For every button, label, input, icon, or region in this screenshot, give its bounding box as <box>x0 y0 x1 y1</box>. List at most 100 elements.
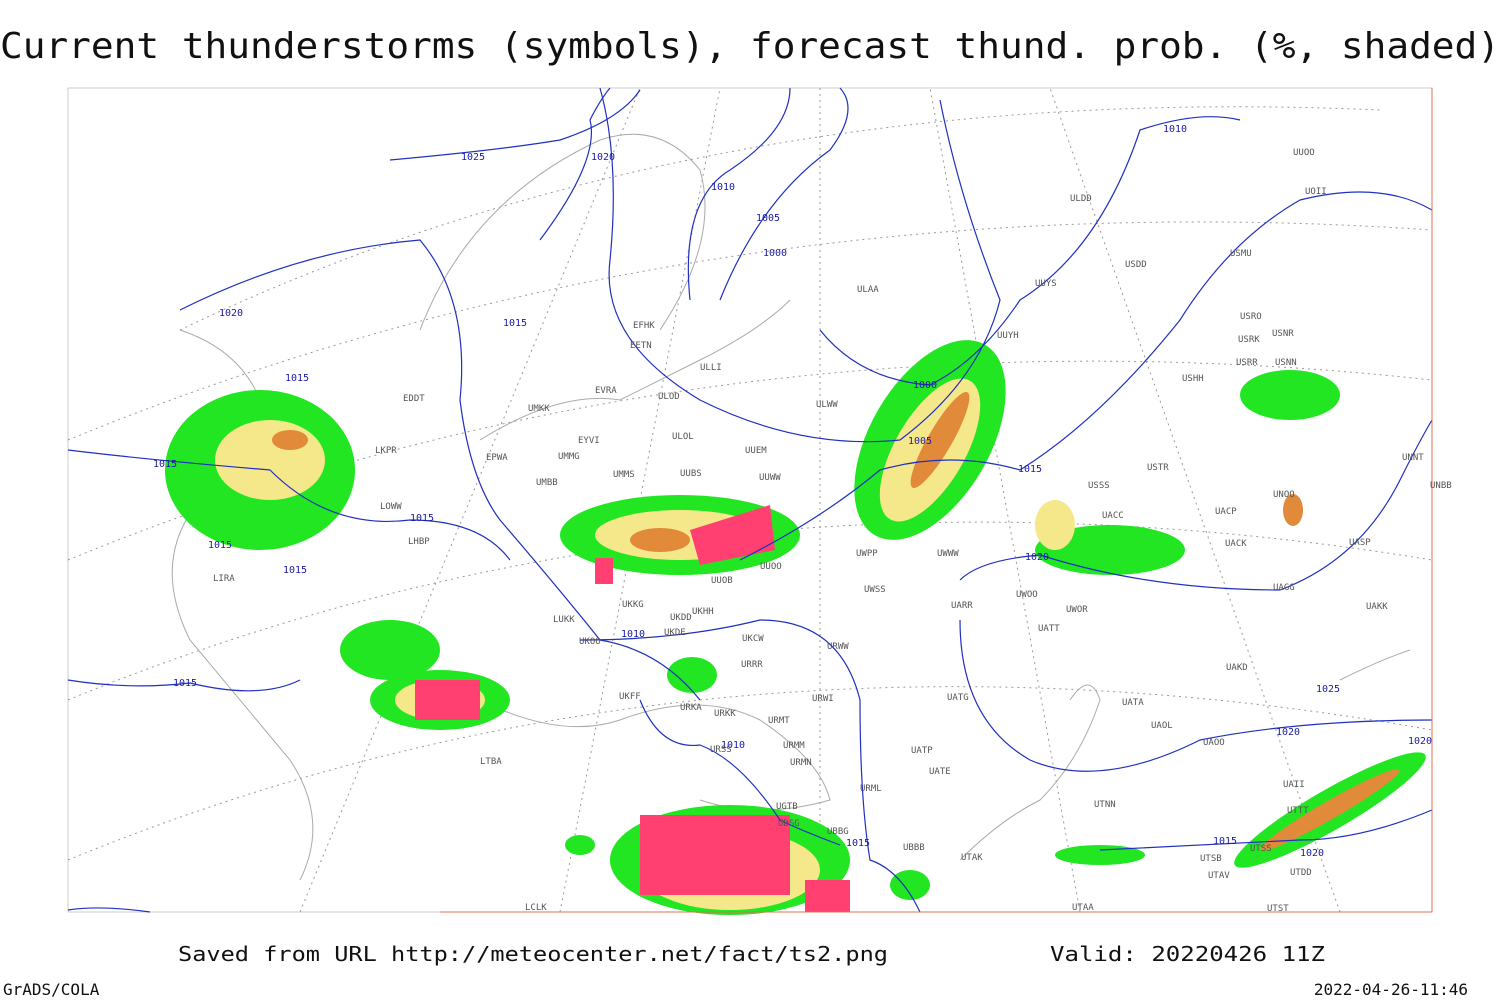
station-label: UWOR <box>1066 605 1088 615</box>
probability-shading <box>165 340 1426 915</box>
station-label: UDSG <box>778 819 800 829</box>
station-label: UKHH <box>692 607 714 617</box>
isobar-label: 1010 <box>711 182 735 193</box>
station-label: UASP <box>1349 538 1371 548</box>
isobar-label: 1015 <box>173 678 197 689</box>
station-label: UUOO <box>1293 148 1315 158</box>
software: GrADS/COLA <box>3 980 100 999</box>
station-label: EETN <box>630 341 652 351</box>
station-label: LKPR <box>375 446 397 456</box>
isobar-label: 1015 <box>846 838 870 849</box>
shade-orange <box>630 528 690 552</box>
station-label: UUYH <box>997 331 1019 341</box>
isobar-label: 1015 <box>208 540 232 551</box>
isobar <box>959 619 1433 772</box>
graticule-line <box>179 106 1381 331</box>
shade-green <box>1055 845 1145 865</box>
map-frame <box>67 87 1433 915</box>
isobar <box>687 87 791 301</box>
station-label: USNN <box>1275 358 1297 368</box>
station-label: URWW <box>827 642 849 652</box>
station-label: USMU <box>1230 249 1252 259</box>
station-label: EFHK <box>633 321 655 331</box>
isobar-label: 1015 <box>153 459 177 470</box>
station-label: UTDD <box>1290 868 1312 878</box>
station-label: UGTB <box>776 802 798 812</box>
coastline <box>479 299 791 441</box>
station-label: UKOO <box>579 637 601 647</box>
isobar-label: 1020 <box>591 152 615 163</box>
isobar-label: 1015 <box>503 318 527 329</box>
station-label: UOII <box>1305 187 1327 197</box>
station-label: LUKK <box>553 615 575 625</box>
station-label: UAKK <box>1366 602 1388 612</box>
station-label: UKDE <box>664 628 686 638</box>
shade-green <box>565 835 595 855</box>
station-label: UWWW <box>937 549 959 559</box>
station-label: EYVI <box>578 436 600 446</box>
shade-green <box>667 657 717 693</box>
graticule-line <box>299 87 641 913</box>
station-label: EVRA <box>595 386 617 396</box>
shade-yellow <box>215 420 325 500</box>
station-label: UTNN <box>1094 800 1116 810</box>
station-label: USNR <box>1272 329 1294 339</box>
coastline <box>419 133 706 331</box>
station-label: URWI <box>812 694 834 704</box>
station-label: ULLI <box>700 363 722 373</box>
isobar-label: 1025 <box>1316 684 1340 695</box>
shade-symbols <box>690 505 775 565</box>
station-label: UATE <box>929 767 951 777</box>
shade-orange <box>272 430 308 450</box>
isobar <box>599 87 1001 443</box>
station-label: UUYS <box>1035 279 1057 289</box>
shade-symbols <box>640 815 790 895</box>
isobar-label: 1015 <box>285 373 309 384</box>
station-label: UWSS <box>864 585 886 595</box>
station-label: UACK <box>1225 539 1247 549</box>
station-label: LCLK <box>525 903 547 913</box>
station-label: UATP <box>911 746 933 756</box>
station-label: USRR <box>1236 358 1258 368</box>
title: Current thunderstorms (symbols), forecas… <box>0 26 1500 67</box>
station-label: UBBB <box>903 843 925 853</box>
shade-green <box>890 870 930 900</box>
station-label: USRK <box>1238 335 1260 345</box>
isobar-label: 1005 <box>908 436 932 447</box>
station-label: UACC <box>1102 511 1124 521</box>
isobar <box>67 907 151 913</box>
valid-time: Valid: 20220426 11Z <box>1050 942 1325 966</box>
station-label: UAKD <box>1226 663 1248 673</box>
station-label: URSS <box>710 745 732 755</box>
station-label: LHBP <box>408 537 430 547</box>
station-label: UUEM <box>745 446 767 456</box>
shade-green <box>1035 525 1185 575</box>
isobar-label: 1020 <box>1300 848 1324 859</box>
station-label: URMN <box>790 758 812 768</box>
graticule-line <box>559 87 721 913</box>
station-label: URMT <box>768 716 790 726</box>
coastline <box>959 684 1101 861</box>
station-label: UTTT <box>1287 806 1309 816</box>
isobar <box>819 116 1241 386</box>
station-label: UTAA <box>1072 903 1094 913</box>
isobars <box>67 87 1433 913</box>
station-label: UNBB <box>1430 481 1452 491</box>
shade-symbols <box>595 558 613 584</box>
isobar-label: 1000 <box>913 380 937 391</box>
isobar-label: 1020 <box>1025 552 1049 563</box>
isobar-label: 1005 <box>756 213 780 224</box>
isobar-label: 1015 <box>1018 464 1042 475</box>
isobar <box>959 419 1433 591</box>
station-label: ULOL <box>672 432 694 442</box>
coastline <box>1339 649 1411 681</box>
shade-yellow <box>1035 500 1075 550</box>
station-label: UMKK <box>528 404 550 414</box>
station-label: UTSS <box>1250 844 1272 854</box>
station-label: ULOD <box>658 392 680 402</box>
station-label: UUOB <box>711 576 733 586</box>
shade-green <box>340 620 440 680</box>
graticule-line <box>67 686 1433 861</box>
station-label: UACP <box>1215 507 1237 517</box>
isobar-label: 1000 <box>763 248 787 259</box>
